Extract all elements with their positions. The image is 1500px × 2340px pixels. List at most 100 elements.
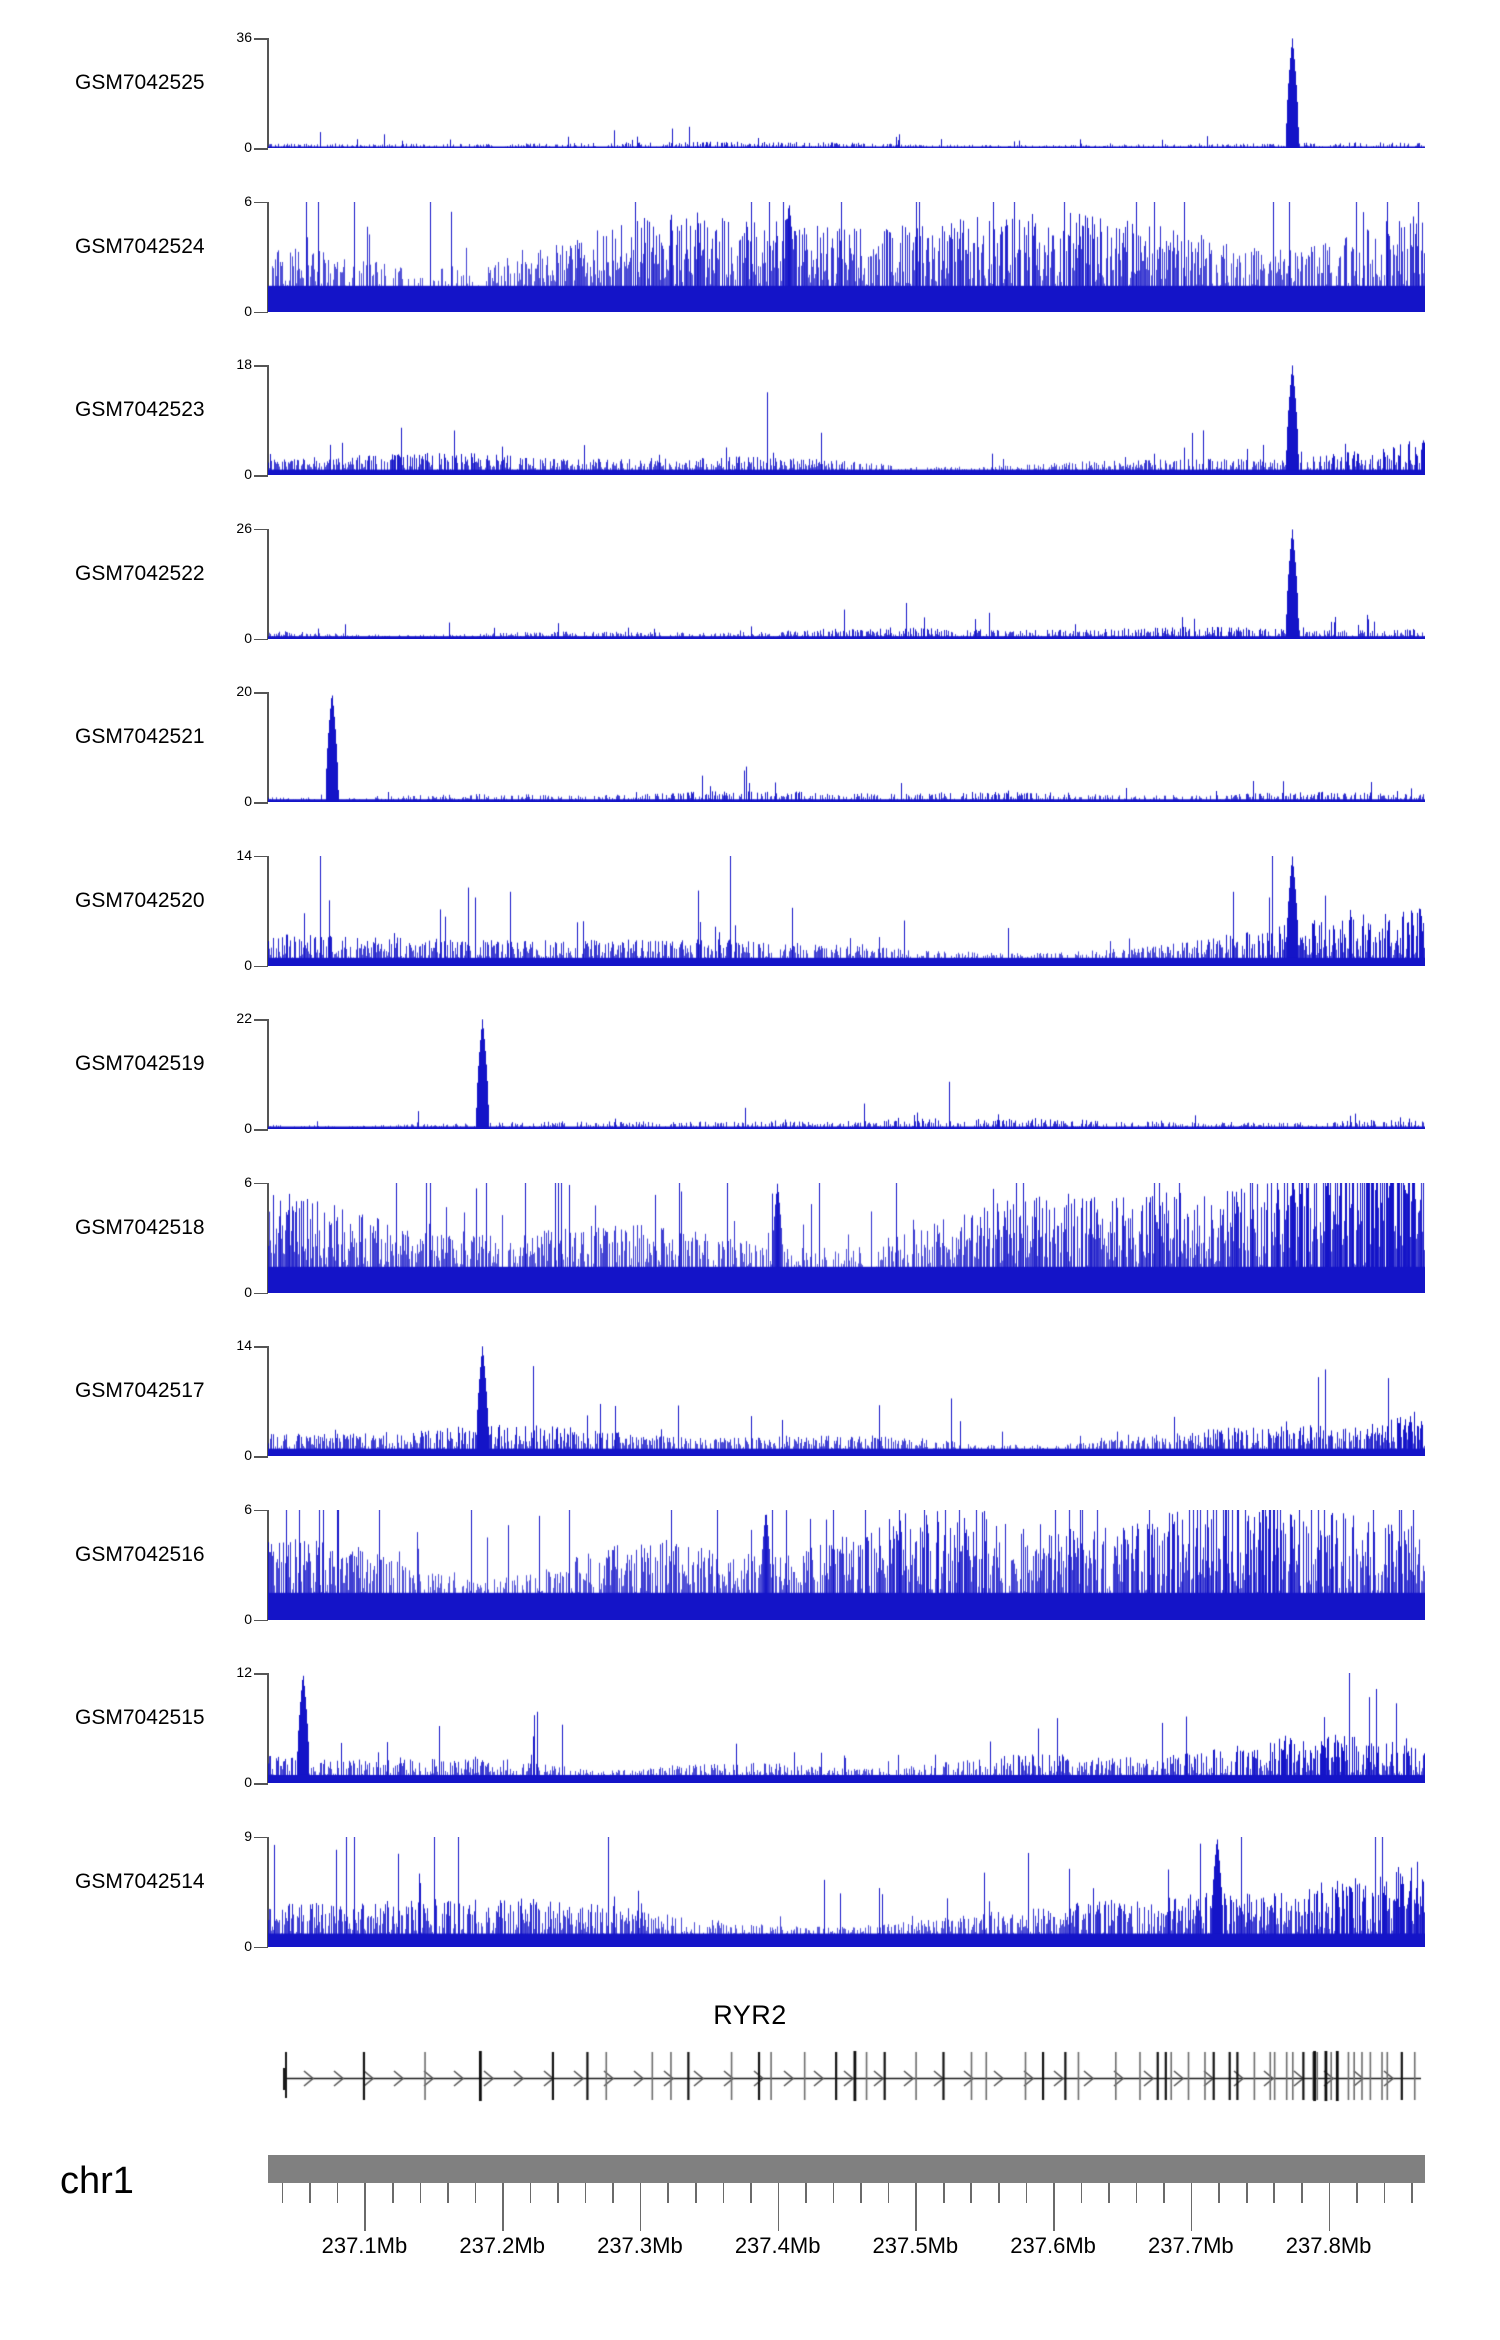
ruler-minor-tick	[1218, 2183, 1220, 2203]
y-axis-line	[267, 1673, 269, 1783]
y-axis-max-tick	[254, 1019, 268, 1021]
ruler-minor-tick	[1135, 2183, 1138, 2203]
ruler-tick-label: 237.6Mb	[1010, 2233, 1096, 2258]
y-axis-max-tick	[254, 1182, 268, 1185]
ruler-minor-tick	[832, 2183, 835, 2203]
ruler-minor-tick	[474, 2183, 477, 2203]
y-axis-max-value: 20	[236, 683, 252, 699]
y-axis-min-value: 0	[244, 1610, 252, 1627]
ruler-major-tick	[1053, 2183, 1055, 2231]
gene-model[interactable]	[268, 2048, 1425, 2106]
y-axis-min-value: 0	[244, 956, 252, 973]
ruler-tick-label: 237.1Mb	[321, 2233, 408, 2258]
ruler-minor-tick	[1356, 2183, 1358, 2203]
ruler-minor-tick	[336, 2183, 339, 2203]
ideogram-bar[interactable]	[268, 2155, 1425, 2183]
coverage-plot[interactable]	[268, 855, 1425, 966]
y-axis-line	[267, 201, 269, 312]
ruler-major-tick	[777, 2183, 780, 2231]
y-axis-min-tick	[254, 311, 268, 314]
track-label: GSM7042516	[75, 1542, 205, 1566]
ruler-tick-label: 237.4Mb	[734, 2233, 821, 2258]
y-axis-min-value: 0	[244, 139, 252, 155]
y-axis-max-value: 6	[244, 192, 252, 209]
ruler-minor-tick	[1080, 2183, 1083, 2203]
y-axis-line	[267, 692, 269, 802]
y-axis-min-tick	[254, 1456, 268, 1458]
y-axis-min-value: 0	[244, 1937, 252, 1954]
ruler-minor-tick	[667, 2183, 670, 2203]
y-axis-max-tick	[254, 1836, 268, 1839]
y-axis-max-tick	[254, 365, 268, 367]
y-axis-min-tick	[254, 638, 268, 641]
ruler-major-tick	[1328, 2183, 1331, 2231]
ruler-minor-tick	[419, 2183, 422, 2203]
coverage-plot[interactable]	[268, 201, 1425, 312]
y-axis-line	[267, 1509, 269, 1620]
ruler-tick-label: 237.3Mb	[597, 2233, 683, 2258]
ruler-minor-tick	[942, 2183, 945, 2203]
ruler-minor-tick	[1108, 2183, 1110, 2203]
coverage-plot[interactable]	[268, 1346, 1425, 1456]
ruler-tick-label: 237.8Mb	[1285, 2233, 1372, 2258]
ruler-minor-tick	[1301, 2183, 1303, 2203]
y-axis-max-tick	[254, 1346, 268, 1348]
track-label: GSM7042515	[75, 1706, 205, 1729]
y-axis-max-value: 6	[244, 1500, 252, 1517]
y-axis-max-tick	[254, 855, 268, 858]
y-axis-min-tick	[254, 802, 268, 804]
y-axis-line	[267, 38, 269, 148]
y-axis-min-value: 0	[244, 302, 252, 319]
ruler-minor-tick	[447, 2183, 449, 2203]
y-axis-min-tick	[254, 1783, 268, 1785]
ruler-minor-tick	[612, 2183, 614, 2203]
y-axis-max-value: 14	[236, 1337, 252, 1353]
y-axis-max-tick	[254, 528, 268, 531]
ruler-minor-tick	[529, 2183, 532, 2203]
coverage-plot[interactable]	[268, 1509, 1425, 1620]
ruler-minor-tick	[750, 2183, 752, 2203]
track-label: GSM7042517	[75, 1379, 205, 1402]
y-axis-line	[267, 365, 269, 475]
coverage-plot[interactable]	[268, 38, 1425, 148]
coverage-plot[interactable]	[268, 1673, 1425, 1783]
ruler-minor-tick	[887, 2183, 890, 2203]
coverage-plot[interactable]	[268, 365, 1425, 475]
track-label: GSM7042514	[75, 1869, 205, 1893]
ruler-minor-tick	[694, 2183, 697, 2203]
ruler-minor-tick	[1383, 2183, 1386, 2203]
track-label: GSM7042518	[75, 1215, 205, 1239]
y-axis-min-tick	[254, 148, 268, 150]
ruler-minor-tick	[1025, 2183, 1028, 2203]
coverage-plot[interactable]	[268, 528, 1425, 639]
gene-annotation-track[interactable]: RYR2	[0, 2000, 1500, 2120]
ruler-minor-tick	[584, 2183, 587, 2203]
y-axis-max-value: 12	[236, 1664, 252, 1680]
ruler-minor-tick	[998, 2183, 1000, 2203]
chromosome-ruler-track: chr1 237.1Mb 237.2Mb 237.3Mb 237.4Mb 237.5Mb…	[0, 2140, 1500, 2330]
y-axis-min-tick	[254, 1946, 268, 1949]
y-axis-min-value: 0	[244, 629, 252, 646]
y-axis-max-tick	[254, 692, 268, 694]
ruler-tick-label: 237.5Mb	[872, 2233, 959, 2258]
y-axis-max-value: 26	[236, 519, 252, 536]
y-axis-max-tick	[254, 38, 268, 40]
y-axis-line	[267, 855, 269, 966]
y-axis-max-value: 9	[244, 1827, 252, 1844]
ruler-tick-label: 237.2Mb	[459, 2233, 545, 2258]
y-axis-min-tick	[254, 1619, 268, 1622]
y-axis-max-tick	[254, 201, 268, 204]
y-axis-line	[267, 1182, 269, 1293]
coordinate-ruler: 237.1Mb 237.2Mb 237.3Mb 237.4Mb 237.5Mb 237.6…	[268, 2183, 1425, 2313]
ruler-major-tick	[915, 2183, 917, 2231]
ruler-minor-tick	[1245, 2183, 1248, 2203]
y-axis-max-value: 18	[236, 356, 252, 372]
coverage-plot[interactable]	[268, 1182, 1425, 1293]
ruler-minor-tick	[722, 2183, 725, 2203]
y-axis-min-value: 0	[244, 1120, 252, 1136]
coverage-plot[interactable]	[268, 692, 1425, 802]
y-axis-max-value: 14	[236, 846, 252, 863]
coverage-plot[interactable]	[268, 1836, 1425, 1947]
coverage-plot[interactable]	[268, 1019, 1425, 1129]
